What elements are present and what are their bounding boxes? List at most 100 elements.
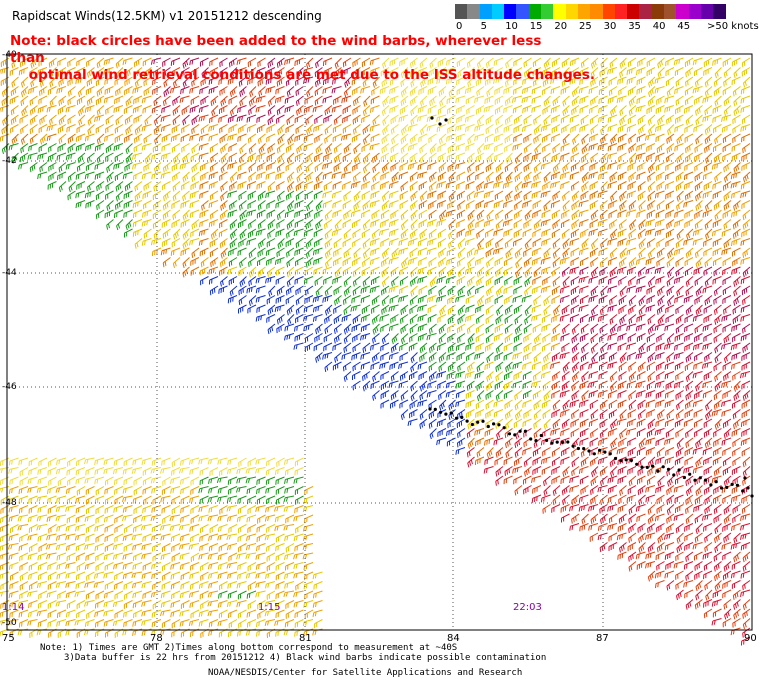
wind-barb bbox=[467, 67, 475, 79]
wind-barb bbox=[189, 581, 200, 590]
wind-barb bbox=[74, 533, 86, 541]
wind-barb bbox=[65, 543, 76, 551]
legend-swatch bbox=[577, 4, 591, 19]
wind-barb bbox=[17, 524, 29, 531]
wind-barb bbox=[56, 552, 67, 561]
contamination-dot bbox=[656, 469, 660, 473]
wind-barb bbox=[37, 571, 48, 581]
wind-barb bbox=[150, 467, 162, 474]
legend-swatch bbox=[455, 4, 468, 19]
wind-barb bbox=[85, 86, 95, 95]
wind-barb bbox=[684, 86, 694, 96]
wind-barb bbox=[723, 76, 732, 87]
wind-barb bbox=[285, 76, 295, 87]
wind-barb bbox=[141, 457, 152, 465]
wind-barb bbox=[84, 581, 95, 588]
wind-barb bbox=[26, 590, 38, 598]
wind-barb bbox=[255, 590, 266, 598]
wind-barb bbox=[579, 76, 589, 85]
wind-barb bbox=[172, 76, 181, 88]
wind-barb bbox=[112, 552, 124, 560]
wind-barb bbox=[123, 581, 133, 590]
latitude-label: -48 bbox=[2, 498, 17, 508]
wind-barb bbox=[131, 581, 143, 589]
wind-barb bbox=[189, 571, 200, 580]
wind-barb bbox=[296, 67, 304, 78]
wind-barb bbox=[8, 533, 19, 541]
contamination-dot bbox=[725, 485, 729, 489]
wind-barb bbox=[180, 486, 190, 495]
wind-barb bbox=[618, 86, 627, 96]
wind-barb bbox=[161, 619, 171, 628]
wind-barb bbox=[476, 67, 485, 78]
contamination-dot bbox=[592, 452, 596, 456]
wind-barb bbox=[438, 86, 447, 97]
wind-barb bbox=[381, 76, 390, 88]
wind-barb bbox=[493, 76, 504, 84]
wind-barb bbox=[38, 457, 48, 467]
contamination-dot bbox=[545, 438, 549, 442]
wind-barb bbox=[238, 76, 247, 87]
wind-barb bbox=[418, 86, 428, 95]
wind-barb bbox=[114, 533, 124, 543]
wind-barb bbox=[302, 552, 314, 560]
footer-note-1: Note: 1) Times are GMT 2)Times along bot… bbox=[40, 643, 458, 653]
wind-barb bbox=[646, 57, 656, 67]
contamination-dot bbox=[677, 468, 681, 472]
wind-barb bbox=[75, 467, 86, 476]
wind-barb bbox=[207, 571, 219, 579]
wind-barb bbox=[188, 457, 200, 465]
wind-barb bbox=[400, 86, 409, 97]
wind-barb bbox=[199, 86, 209, 95]
wind-barb bbox=[150, 57, 162, 65]
wind-barb bbox=[380, 67, 390, 77]
contamination-dot bbox=[460, 415, 464, 419]
wind-barb bbox=[352, 86, 361, 96]
wind-barb bbox=[293, 533, 304, 542]
wind-barb bbox=[76, 552, 86, 562]
wind-barb bbox=[47, 467, 57, 476]
wind-barb bbox=[217, 457, 228, 465]
wind-barb bbox=[294, 457, 304, 467]
wind-barb bbox=[275, 571, 285, 581]
wind-barb bbox=[113, 562, 124, 570]
wind-barb bbox=[445, 76, 456, 85]
wind-barb bbox=[684, 57, 694, 68]
wind-barb bbox=[46, 533, 57, 541]
wind-barb bbox=[665, 57, 675, 67]
wind-barb bbox=[218, 609, 228, 619]
wind-barb bbox=[245, 571, 257, 579]
wind-barb bbox=[18, 486, 29, 495]
wind-barb bbox=[143, 495, 152, 505]
wind-barb bbox=[47, 562, 57, 571]
contamination-dot bbox=[666, 467, 671, 471]
wind-barb bbox=[427, 76, 437, 86]
wind-barb bbox=[352, 67, 361, 78]
wind-barb bbox=[132, 562, 143, 570]
wind-barb bbox=[188, 590, 200, 598]
wind-barb bbox=[10, 86, 19, 97]
wind-barb bbox=[132, 495, 143, 504]
wind-barb bbox=[256, 543, 266, 552]
wind-barb bbox=[265, 495, 276, 505]
wind-barb bbox=[569, 76, 580, 85]
wind-barb bbox=[123, 619, 133, 628]
wind-barb bbox=[323, 67, 333, 76]
legend-unit-label: >50 knots bbox=[707, 21, 759, 32]
contamination-dot bbox=[571, 444, 575, 448]
wind-barb bbox=[245, 467, 257, 474]
wind-barb bbox=[8, 467, 19, 474]
wind-barb bbox=[47, 609, 57, 619]
wind-barb bbox=[226, 495, 238, 503]
wind-barb bbox=[159, 609, 171, 617]
wind-barb bbox=[382, 57, 390, 69]
wind-barb bbox=[65, 533, 76, 541]
wind-barb bbox=[48, 476, 57, 486]
wind-barb bbox=[245, 552, 257, 559]
wind-barb bbox=[284, 581, 295, 589]
wind-barb bbox=[17, 514, 29, 522]
wind-barb bbox=[182, 76, 190, 88]
contamination-dot bbox=[438, 122, 442, 126]
wind-barb bbox=[293, 600, 304, 608]
wind-barb bbox=[67, 86, 76, 97]
